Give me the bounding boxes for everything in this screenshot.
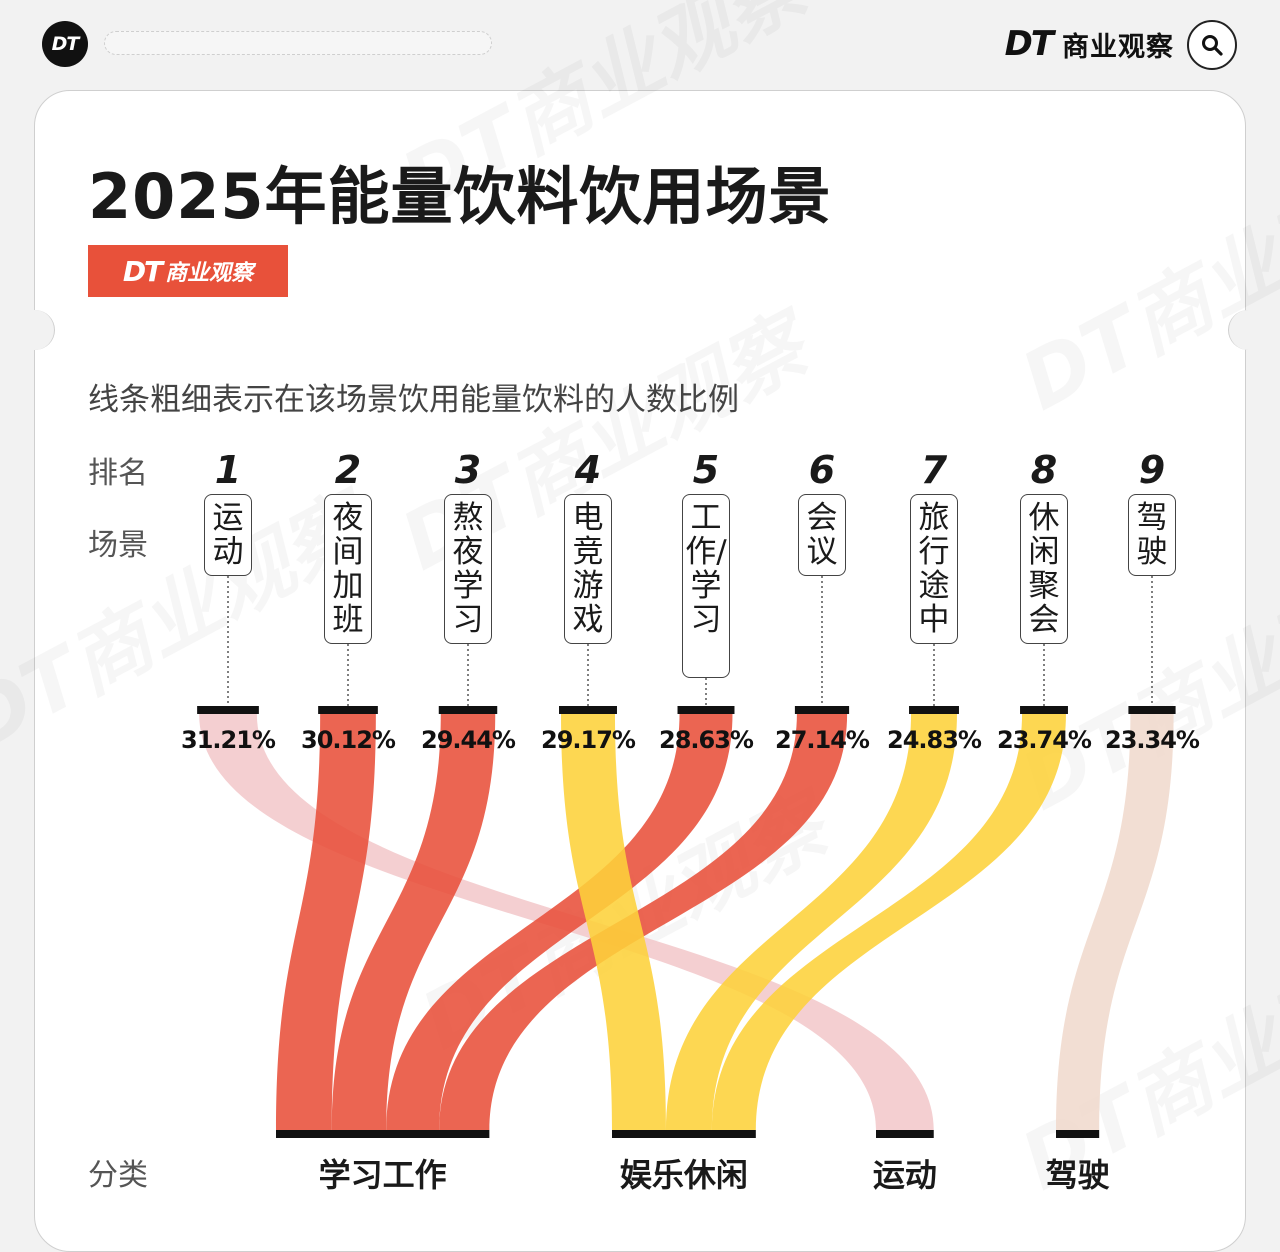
- scene-bar-夜间加班: [318, 706, 378, 714]
- rank-number: 3: [454, 448, 482, 492]
- rank-row-label: 排名: [88, 456, 148, 491]
- card-notch-left: [20, 310, 55, 350]
- flow-夜间加班: [276, 714, 376, 1130]
- scene-label: 电竞游戏: [564, 494, 612, 644]
- scene-bar-工作/学习: [677, 706, 735, 714]
- flow-休闲聚会: [711, 714, 1066, 1130]
- category-bar-学习工作: [276, 1130, 490, 1138]
- scene-label: 工作/学习: [682, 494, 730, 678]
- flow-驾驶: [1056, 714, 1174, 1130]
- brand-header: DT 商业观察: [1005, 24, 1174, 64]
- rank-number: 7: [920, 448, 948, 492]
- search-button[interactable]: [1187, 20, 1237, 70]
- sankey-chart: [197, 576, 1176, 1138]
- scene-label: 运动: [204, 494, 252, 576]
- search-input[interactable]: [104, 31, 492, 55]
- badge-dt: DT: [122, 254, 163, 288]
- scene-row-label: 场景: [88, 528, 148, 563]
- value-label: 23.34%: [1105, 726, 1200, 754]
- scene-bar-会议: [794, 706, 850, 714]
- scene-label: 旅行途中: [910, 494, 958, 644]
- flow-工作/学习: [386, 714, 733, 1130]
- chart-title: 2025年能量饮料饮用场景: [88, 160, 832, 233]
- category-label: 驾驶: [1045, 1156, 1110, 1194]
- rank-number: 4: [574, 448, 602, 492]
- flow-电竞游戏: [561, 714, 666, 1130]
- value-label: 29.44%: [421, 726, 516, 754]
- chart-subtitle: 线条粗细表示在该场景饮用能量饮料的人数比例: [88, 382, 739, 418]
- top-bar: DT DT 商业观察: [0, 0, 1280, 90]
- category-bar-运动: [876, 1130, 934, 1138]
- value-label: 29.17%: [541, 726, 636, 754]
- brand-name: 商业观察: [1062, 31, 1174, 63]
- value-label: 24.83%: [887, 726, 982, 754]
- scene-bar-运动: [197, 706, 259, 714]
- scene-label: 熬夜学习: [444, 494, 492, 644]
- category-bar-驾驶: [1056, 1130, 1100, 1138]
- search-icon: [1202, 35, 1223, 56]
- scene-label: 会议: [798, 494, 846, 576]
- scene-label: 夜间加班: [324, 494, 372, 644]
- brand-badge: DT 商业观察: [88, 245, 288, 297]
- rank-number: 2: [334, 448, 362, 492]
- category-label: 运动: [872, 1156, 937, 1194]
- rank-number: 1: [214, 448, 242, 492]
- value-label: 23.74%: [997, 726, 1092, 754]
- brand-dt-text: DT: [1004, 24, 1054, 64]
- value-label: 28.63%: [659, 726, 754, 754]
- category-label: 学习工作: [318, 1156, 447, 1194]
- value-label: 31.21%: [181, 726, 276, 754]
- scene-bar-电竞游戏: [559, 706, 617, 714]
- scene-bar-驾驶: [1128, 706, 1176, 714]
- category-label: 娱乐休闲: [619, 1156, 748, 1194]
- scene-label: 休闲聚会: [1020, 494, 1068, 644]
- scene-bar-旅行途中: [909, 706, 959, 714]
- rank-number: 6: [808, 448, 836, 492]
- value-label: 30.12%: [301, 726, 396, 754]
- card-notch-right: [1228, 310, 1263, 350]
- category-row-label: 分类: [88, 1158, 148, 1193]
- rank-number: 5: [692, 448, 720, 492]
- rank-number: 8: [1030, 448, 1058, 492]
- scene-bar-休闲聚会: [1020, 706, 1068, 714]
- rank-number: 9: [1138, 448, 1166, 492]
- badge-name: 商业观察: [165, 261, 254, 286]
- value-label: 27.14%: [775, 726, 870, 754]
- flow-熬夜学习: [331, 714, 496, 1130]
- flow-会议: [439, 714, 848, 1130]
- dt-logo[interactable]: DT: [42, 21, 88, 67]
- category-bar-娱乐休闲: [612, 1130, 756, 1138]
- flow-旅行途中: [665, 714, 957, 1130]
- scene-label: 驾驶: [1128, 494, 1176, 576]
- scene-bar-熬夜学习: [438, 706, 498, 714]
